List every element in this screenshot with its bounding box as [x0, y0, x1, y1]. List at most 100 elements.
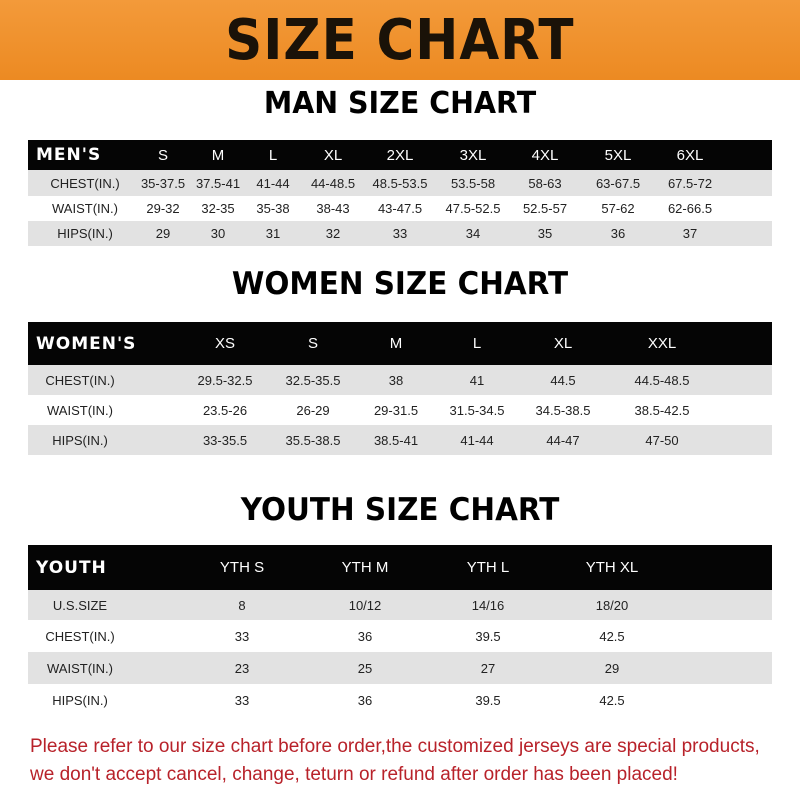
men-chart-title: MAN SIZE CHART: [263, 86, 537, 121]
size-value: 52.5-57: [522, 201, 568, 216]
women-chart-title: WOMEN SIZE CHART: [231, 266, 569, 302]
row-label: CHEST(IN.): [45, 628, 115, 644]
size-value: 42.5: [599, 692, 625, 708]
table-row: CHEST(IN.) 29.5-32.5 32.5-35.5 38 41 44.5 44.5…: [28, 365, 772, 395]
table-header-row: YOUTH YTH S YTH M YTH L YTH XL: [28, 545, 772, 590]
size-value: 48.5-53.5: [372, 175, 428, 191]
size-value: 34.5-38.5: [535, 402, 591, 418]
size-value: 38-43: [316, 201, 350, 216]
table-label: YOUTH: [36, 557, 107, 578]
size-value: 30: [210, 226, 226, 241]
size-header: S: [157, 146, 168, 164]
size-value: 36: [357, 692, 373, 708]
size-value: 25: [357, 660, 373, 676]
size-value: 58-63: [528, 175, 562, 191]
size-value: 33: [234, 692, 250, 708]
size-value: 8: [238, 597, 246, 613]
size-value: 32: [325, 226, 341, 241]
size-value: 29.5-32.5: [197, 372, 253, 388]
size-value: 18/20: [595, 597, 629, 613]
size-header: M: [389, 335, 403, 352]
size-header: 2XL: [386, 146, 414, 164]
notice-line-2: we don't accept cancel, change, teturn o…: [30, 764, 678, 785]
size-header: YTH XL: [585, 559, 639, 576]
size-value: 41-44: [256, 175, 290, 191]
size-value: 63-67.5: [595, 175, 641, 191]
size-value: 31: [265, 226, 281, 241]
row-label: U.S.SIZE: [52, 597, 108, 613]
table-row: WAIST(IN.) 23.5-26 26-29 29-31.5 31.5-34.5 34…: [28, 395, 772, 425]
size-value: 35-38: [256, 201, 290, 216]
row-label: WAIST(IN.): [47, 402, 113, 418]
banner-title: SIZE CHART: [225, 7, 575, 73]
size-value: 39.5: [475, 692, 501, 708]
size-value: 29-32: [146, 201, 180, 216]
size-value: 32-35: [201, 201, 235, 216]
size-header: XL: [553, 335, 573, 352]
size-value: 36: [610, 226, 626, 241]
size-header: YTH L: [466, 559, 510, 576]
size-value: 41-44: [460, 432, 494, 448]
row-label: HIPS(IN.): [57, 226, 113, 241]
size-header: XXL: [647, 335, 677, 352]
table-row: HIPS(IN.) 29 30 31 32 33 34 35 36 37: [28, 221, 772, 246]
size-value: 42.5: [599, 628, 625, 644]
size-value: 29: [155, 226, 171, 241]
size-value: 53.5-58: [450, 175, 496, 191]
size-value: 10/12: [348, 597, 382, 613]
size-value: 32.5-35.5: [285, 372, 341, 388]
table-label: MEN'S: [36, 145, 102, 165]
table-row: U.S.SIZE 8 10/12 14/16 18/20: [28, 590, 772, 620]
size-value: 33: [392, 226, 408, 241]
size-value: 62-66.5: [667, 201, 713, 216]
row-label: CHEST(IN.): [50, 175, 120, 191]
size-value: 31.5-34.5: [449, 402, 505, 418]
row-label: HIPS(IN.): [52, 692, 108, 708]
women-size-table: WOMEN'S XS S M L XL XXL CHEST(IN.) 29.5-32.5 32.5…: [28, 322, 772, 455]
table-row: HIPS(IN.) 33-35.5 35.5-38.5 38.5-41 41-44 44-…: [28, 425, 772, 455]
size-header: L: [268, 146, 278, 164]
size-header: L: [472, 335, 482, 352]
size-value: 43-47.5: [377, 201, 423, 216]
table-header-row: MEN'S S M L XL 2XL 3XL 4XL 5XL 6XL: [28, 140, 772, 170]
size-header: XL: [323, 146, 343, 164]
size-header: 6XL: [676, 146, 704, 164]
table-row: WAIST(IN.) 29-32 32-35 35-38 38-43 43-47.5 47.…: [28, 196, 772, 221]
table-row: CHEST(IN.) 33 36 39.5 42.5: [28, 620, 772, 652]
men-size-table: MEN'S S M L XL 2XL 3XL 4XL 5XL 6XL CHEST(IN.) 35-37…: [28, 140, 772, 246]
size-value: 35-37.5: [140, 175, 186, 191]
size-value: 44.5: [550, 372, 576, 388]
notice-line-1: Please refer to our size chart before or…: [30, 736, 760, 757]
youth-chart-title: YOUTH SIZE CHART: [240, 492, 560, 528]
table-row: WAIST(IN.) 23 25 27 29: [28, 652, 772, 684]
size-header: 5XL: [604, 146, 632, 164]
size-value: 23: [234, 660, 250, 676]
size-chart-banner: SIZE CHART: [0, 0, 800, 80]
size-value: 33: [234, 628, 250, 644]
size-value: 67.5-72: [667, 175, 713, 191]
size-value: 47.5-52.5: [445, 201, 501, 216]
size-value: 27: [480, 660, 496, 676]
size-header: 3XL: [459, 146, 487, 164]
size-value: 44-48.5: [310, 175, 356, 191]
size-value: 38.5-41: [373, 432, 419, 448]
size-header: 4XL: [531, 146, 559, 164]
row-label: HIPS(IN.): [52, 432, 108, 448]
size-value: 38: [388, 372, 404, 388]
size-value: 36: [357, 628, 373, 644]
size-value: 38.5-42.5: [634, 402, 690, 418]
size-value: 29-31.5: [373, 402, 419, 418]
size-value: 26-29: [296, 402, 330, 418]
size-value: 47-50: [645, 432, 679, 448]
size-value: 37: [682, 226, 698, 241]
row-label: WAIST(IN.): [52, 201, 118, 216]
size-value: 37.5-41: [195, 175, 241, 191]
size-value: 14/16: [471, 597, 505, 613]
row-label: WAIST(IN.): [47, 660, 113, 676]
size-header: YTH S: [219, 559, 265, 576]
table-label: WOMEN'S: [36, 333, 137, 354]
size-header: YTH M: [341, 559, 389, 576]
size-header: M: [211, 146, 225, 164]
youth-size-table: YOUTH YTH S YTH M YTH L YTH XL U.S.SIZE 8 10/12…: [28, 545, 772, 716]
size-value: 35: [537, 226, 553, 241]
